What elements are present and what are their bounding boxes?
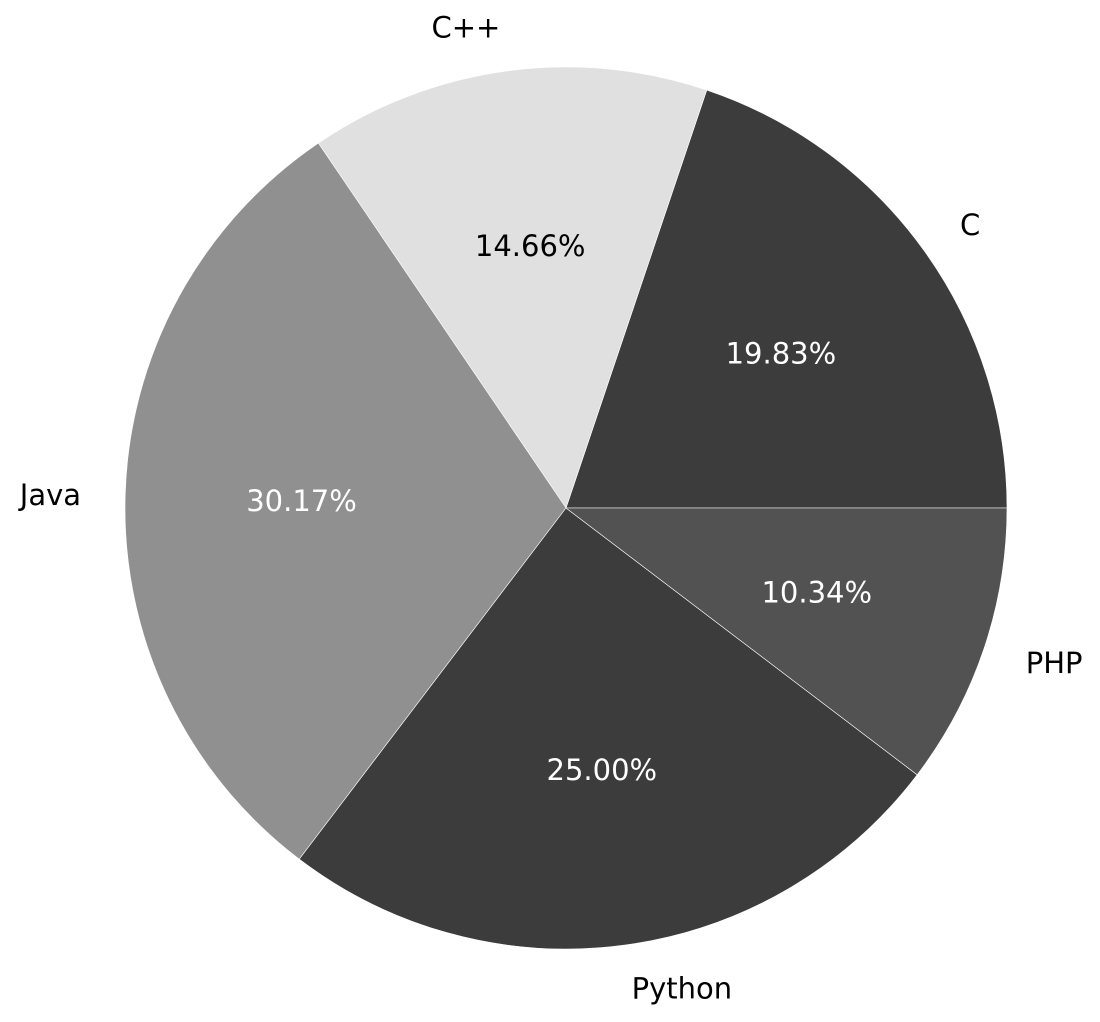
pie-slice-php	[565, 507, 1008, 776]
pie-category-label: PHP	[1026, 646, 1083, 680]
pie-slice-java	[124, 142, 567, 860]
pie-slice-c	[565, 89, 1008, 509]
pie-percent-label: 30.17%	[246, 484, 357, 518]
pie-category-labels: C C++ Java Python PHP	[18, 10, 1083, 1005]
pie-slices	[124, 66, 1008, 950]
pie-category-label: C++	[432, 10, 501, 44]
pie-percent-label: 25.00%	[547, 753, 658, 787]
pie-slice-cp	[317, 66, 708, 509]
pie-category-label: Python	[632, 972, 733, 1006]
pie-percent-label: 10.34%	[761, 575, 872, 609]
pie-slice-python	[298, 507, 918, 950]
pie-category-label: C	[960, 208, 980, 242]
pie-percent-label: 19.83%	[726, 337, 837, 371]
pie-percent-labels: 19.83% 14.66% 30.17% 25.00% 10.34%	[246, 229, 872, 787]
pie-category-label: Java	[18, 478, 81, 512]
pie-percent-label: 14.66%	[475, 229, 586, 263]
